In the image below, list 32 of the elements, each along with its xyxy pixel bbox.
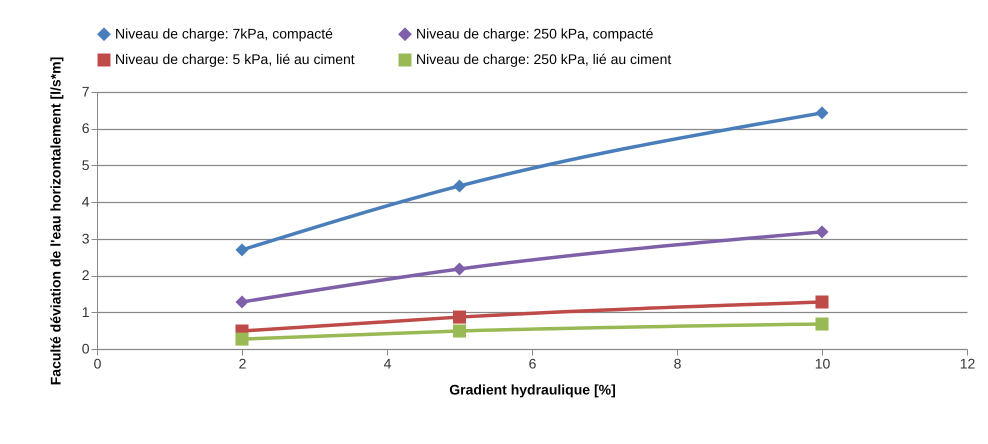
x-tick-label: 0	[94, 356, 102, 372]
point	[815, 106, 829, 120]
x-tick-label: 12	[960, 356, 976, 372]
y-tick-label: 5	[82, 156, 90, 173]
legend-label: Niveau de charge: 5 kPa, lié au ciment	[115, 51, 355, 67]
y-tick-label: 1	[82, 304, 90, 320]
point	[452, 262, 466, 276]
point	[235, 295, 249, 309]
y-tick-label: 6	[82, 120, 90, 136]
y-tick-label: 3	[82, 230, 90, 246]
point	[235, 332, 249, 346]
x-axis-title: Gradient hydraulique [%]	[449, 382, 616, 398]
point	[452, 310, 466, 324]
point	[815, 318, 829, 331]
y-tick-label: 0	[82, 340, 90, 356]
x-tick-label: 10	[814, 356, 830, 372]
y-tick-label: 4	[82, 194, 90, 210]
x-tick-label: 4	[384, 356, 392, 372]
y-axis-title: Faculté déviation de l'eau horizontalement [l/s*m]	[48, 56, 64, 386]
point	[452, 179, 466, 193]
point	[452, 324, 466, 338]
point	[235, 243, 249, 256]
legend-label: Niveau de charge: 250 kPa, compacté	[416, 25, 654, 42]
legend-label: Niveau de charge: 7kPa, compacté	[115, 25, 334, 42]
y-tick-label: 2	[82, 267, 90, 284]
point	[815, 225, 829, 238]
point	[815, 295, 829, 309]
legend-label: Niveau de charge: 250 kPa, lié au ciment	[416, 51, 672, 67]
x-tick-label: 6	[528, 356, 537, 372]
x-tick-label: 2	[238, 356, 247, 372]
y-tick-label: 7	[82, 84, 90, 100]
x-tick-label: 8	[674, 356, 682, 372]
